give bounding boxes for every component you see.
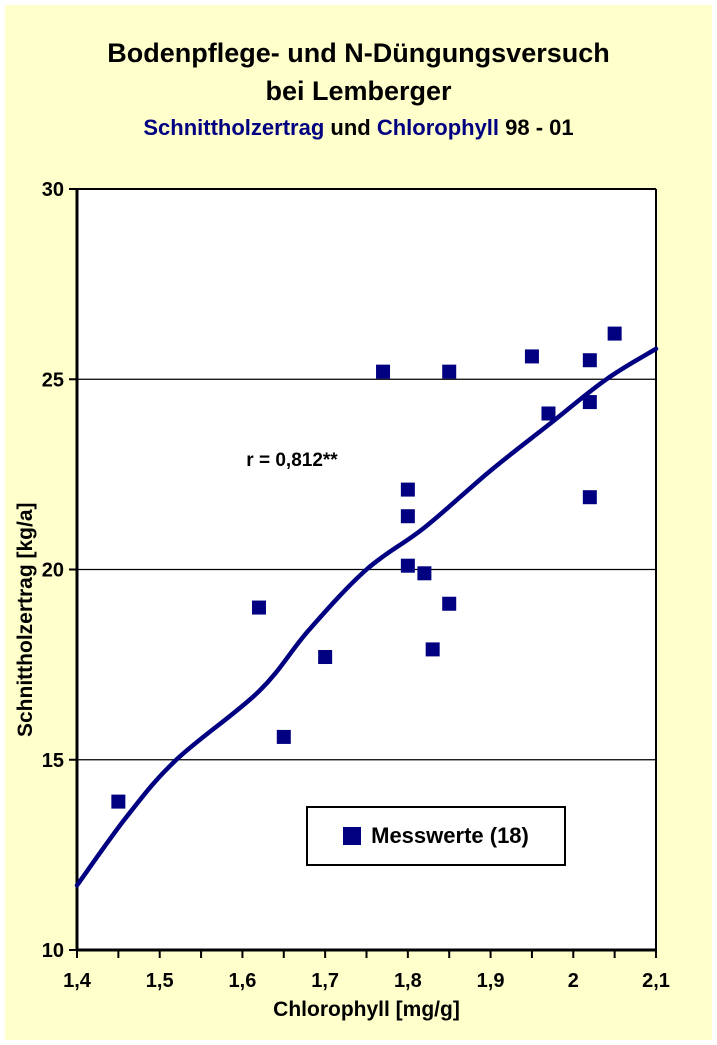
chart-header: Bodenpflege- und N-Düngungsversuch bei L… — [0, 34, 717, 142]
y-tick-label-10: 10 — [42, 940, 64, 962]
legend-square-marker-icon — [343, 827, 362, 845]
x-tick-label-1,4: 1,4 — [63, 970, 92, 992]
data-point-2 — [276, 729, 291, 744]
x-tick-label-1,7: 1,7 — [311, 970, 339, 992]
data-point-11 — [442, 364, 457, 379]
x-tick-label-1,9: 1,9 — [477, 970, 505, 992]
data-point-3 — [318, 650, 333, 665]
data-point-9 — [425, 642, 440, 657]
y-tick-label-30: 30 — [42, 179, 64, 201]
y-axis-title: Schnittholzertrag [kg/a] — [14, 502, 37, 737]
chart-title-line1: Bodenpflege- und N-Düngungsversuch — [107, 38, 610, 68]
y-tick-label-25: 25 — [42, 369, 64, 391]
data-point-10 — [442, 596, 457, 611]
subtitle-part-schnittholzertrag: Schnittholzertrag — [143, 115, 325, 140]
legend-label: Messwerte (18) — [371, 823, 529, 848]
x-axis-title: Chlorophyll [mg/g] — [273, 998, 460, 1021]
correlation-annotation: r = 0,812** — [246, 450, 338, 471]
data-point-13 — [541, 406, 556, 421]
subtitle-part-years: 98 - 01 — [499, 115, 574, 140]
data-point-6 — [400, 509, 415, 524]
subtitle-part-chlorophyll: Chlorophyll — [376, 115, 500, 140]
x-tick-label-1,6: 1,6 — [229, 970, 257, 992]
data-point-7 — [400, 558, 415, 573]
data-point-16 — [582, 490, 597, 505]
data-point-14 — [582, 353, 597, 368]
data-point-17 — [607, 326, 622, 341]
data-point-4 — [376, 364, 391, 379]
y-tick-label-20: 20 — [42, 560, 64, 582]
x-tick-label-2: 2 — [568, 970, 579, 992]
data-point-15 — [582, 395, 597, 410]
x-tick-label-2,1: 2,1 — [642, 970, 670, 992]
data-point-5 — [400, 482, 415, 497]
legend: Messwerte (18) — [306, 806, 566, 866]
chart-subtitle: Schnittholzertrag und Chlorophyll 98 - 0… — [0, 114, 717, 142]
chart-title-line2: bei Lemberger — [265, 76, 452, 106]
data-point-12 — [524, 349, 539, 364]
data-point-8 — [417, 566, 432, 581]
subtitle-part-und: und — [324, 115, 377, 140]
y-tick-label-15: 15 — [42, 750, 64, 772]
data-point-1 — [251, 600, 266, 615]
data-point-0 — [111, 794, 126, 809]
x-tick-label-1,8: 1,8 — [394, 970, 422, 992]
x-tick-label-1,5: 1,5 — [146, 970, 174, 992]
